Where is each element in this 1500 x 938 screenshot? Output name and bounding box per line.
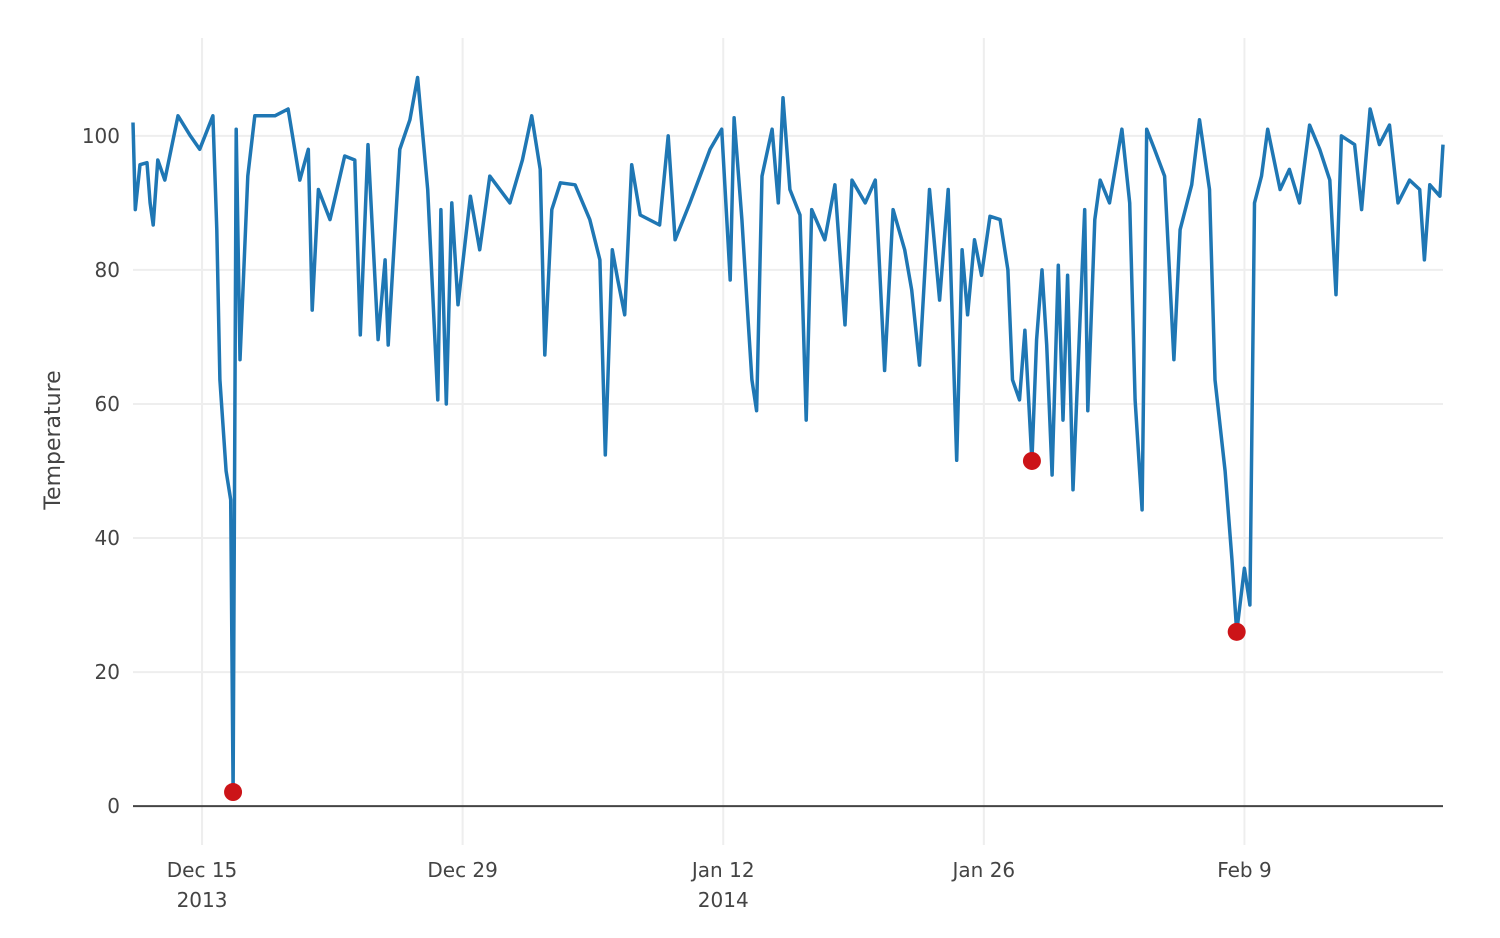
- anomaly-point: [224, 783, 243, 802]
- y-axis-ticks: 0 20 40 60 80 100: [82, 124, 120, 818]
- y-tick-label: 20: [95, 660, 120, 684]
- gridlines: [133, 38, 1443, 845]
- anomaly-point: [1227, 622, 1246, 641]
- x-tick-label: Dec 15: [167, 858, 238, 882]
- y-tick-label: 0: [107, 794, 120, 818]
- series-line: [131, 75, 1445, 794]
- y-tick-label: 40: [95, 526, 120, 550]
- anomaly-point: [1022, 451, 1041, 470]
- x-tick-label: Dec 29: [427, 858, 498, 882]
- y-tick-label: 100: [82, 124, 120, 148]
- x-tick-label: Feb 9: [1217, 858, 1272, 882]
- x-tick-sublabel: 2013: [177, 888, 228, 912]
- x-tick-label: Jan 26: [951, 858, 1016, 882]
- x-tick-sublabel: 2014: [698, 888, 749, 912]
- anomaly-markers: [224, 451, 1246, 802]
- x-tick-label: Jan 12: [690, 858, 755, 882]
- x-axis-ticks: Dec 15 2013 Dec 29 Jan 12 2014 Jan 26 Feb 9: [167, 858, 1272, 912]
- y-tick-label: 80: [95, 258, 120, 282]
- y-tick-label: 60: [95, 392, 120, 416]
- y-axis-label: Temperature: [41, 370, 66, 510]
